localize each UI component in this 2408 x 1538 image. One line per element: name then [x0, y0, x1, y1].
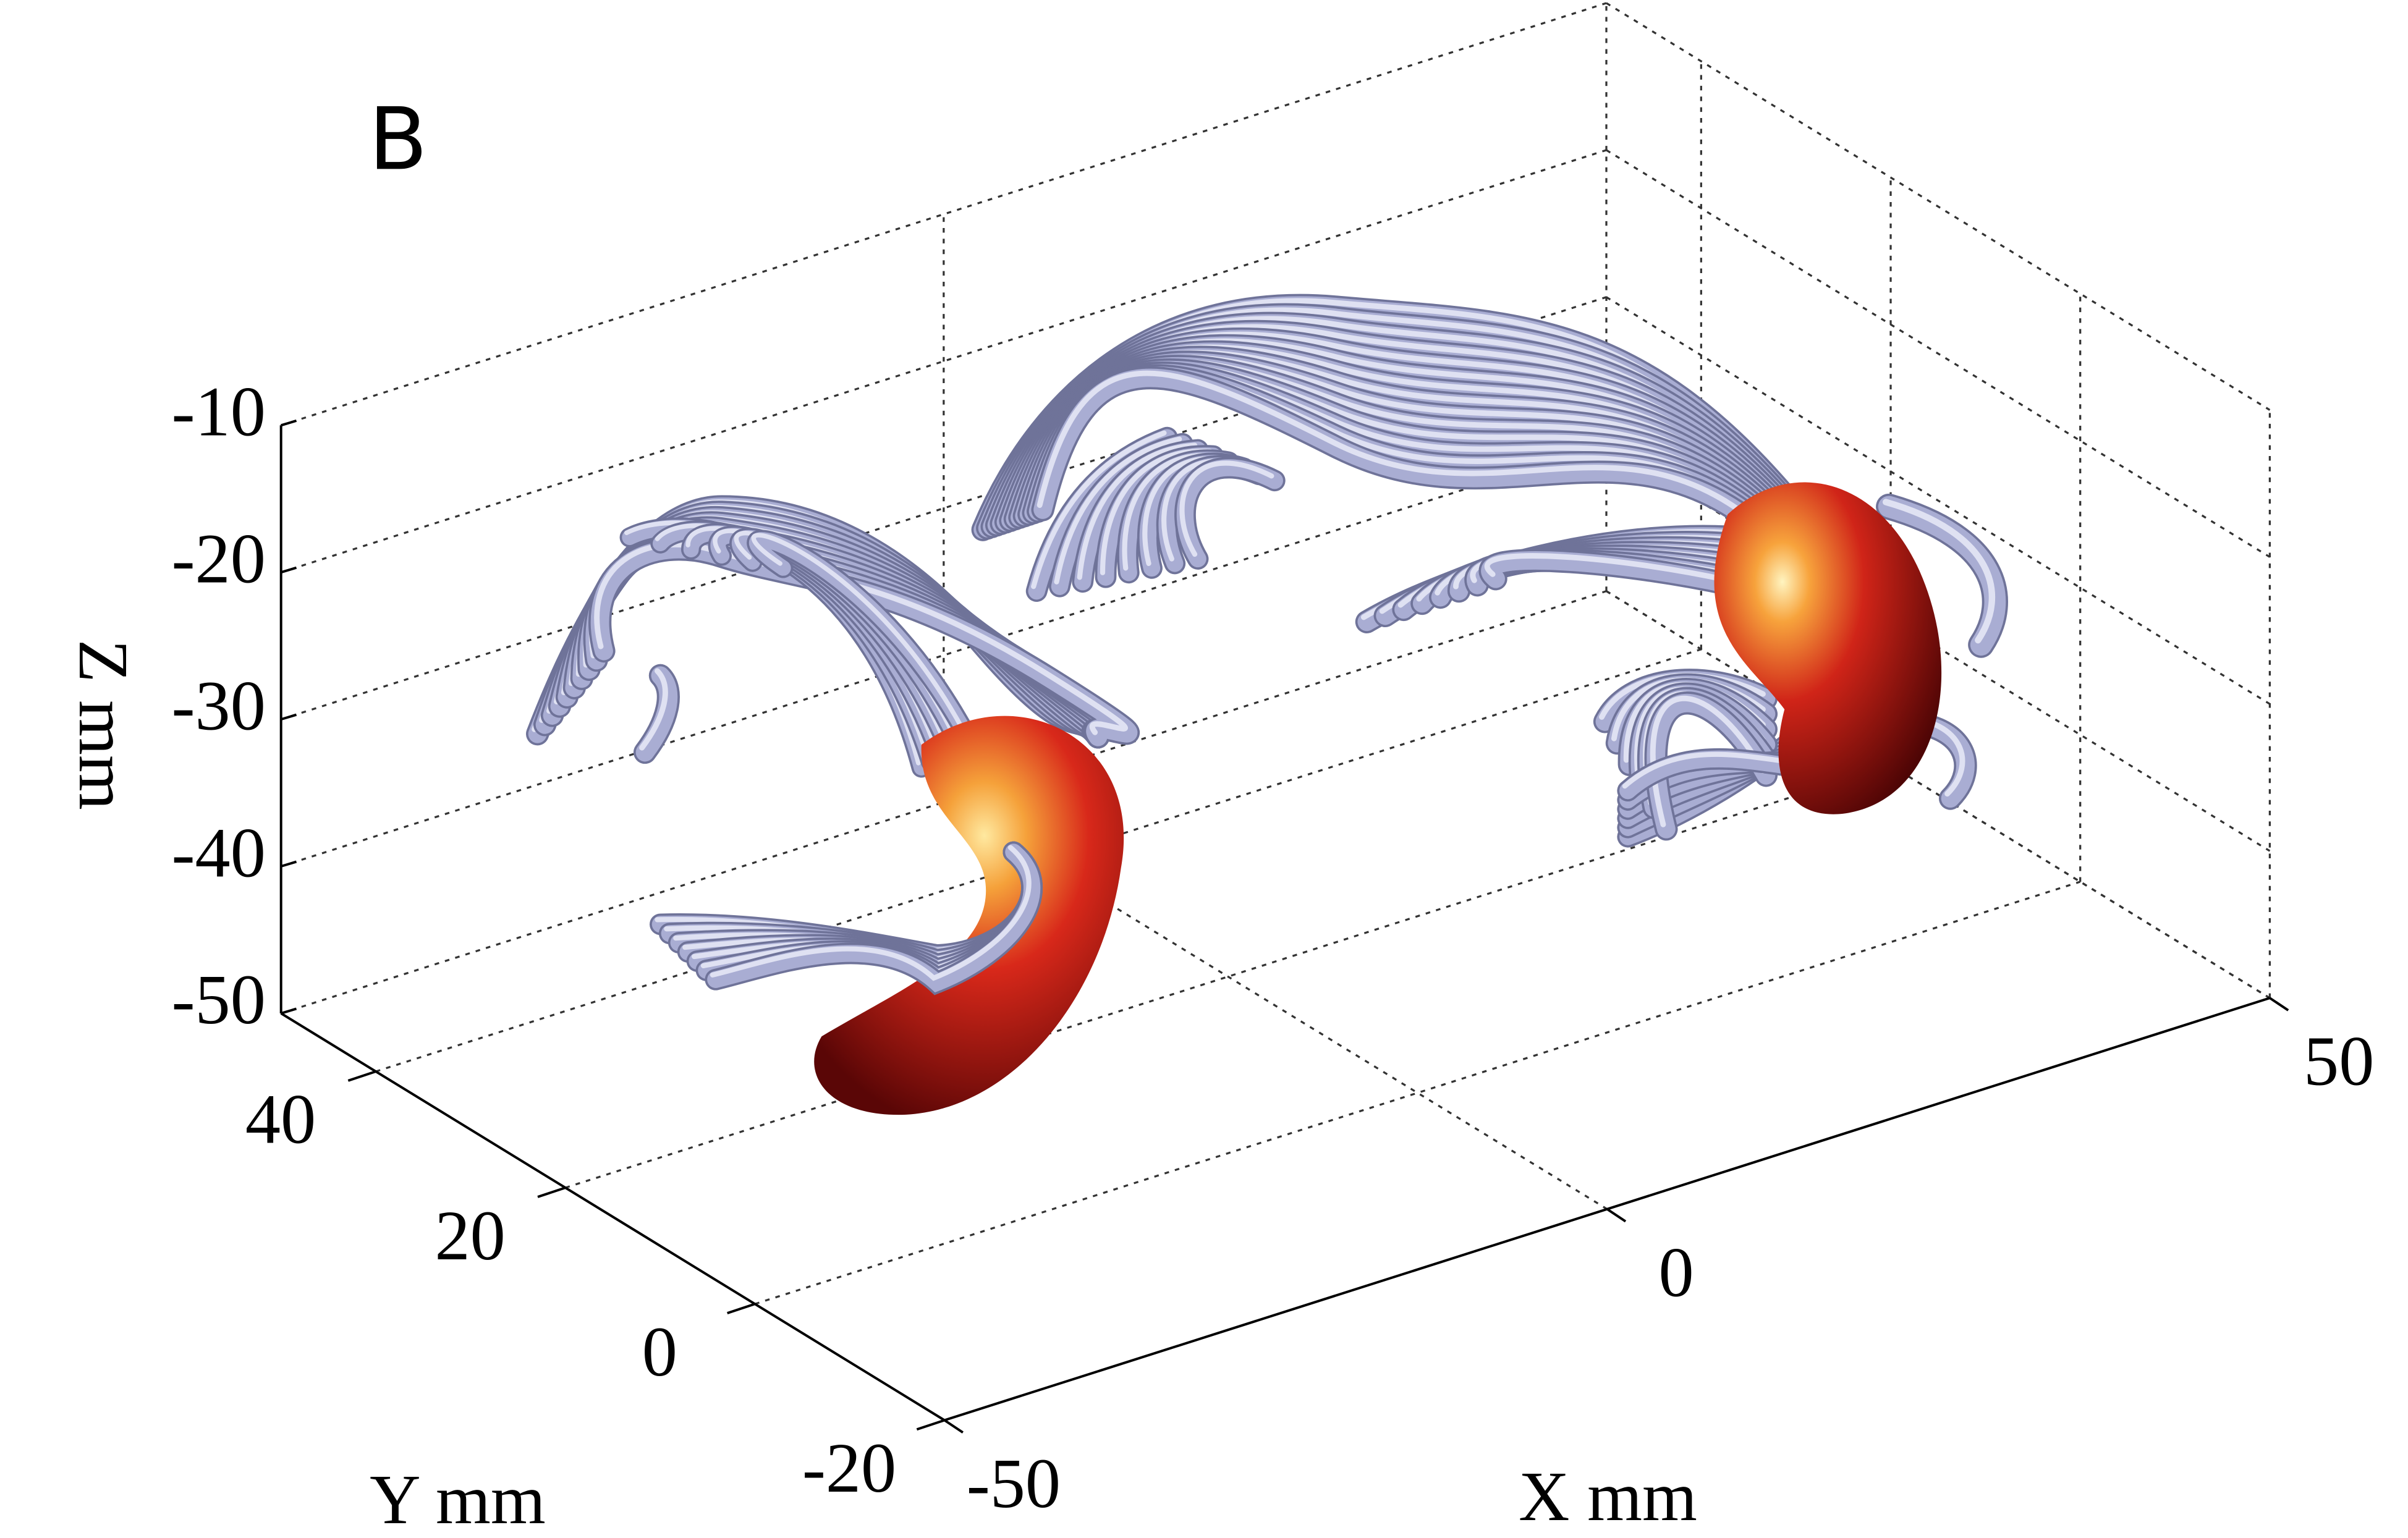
x-tick — [944, 1420, 963, 1432]
z-tick — [281, 421, 297, 425]
z-tick-label: -50 — [172, 960, 266, 1039]
z-axis-label: Z mm — [64, 640, 143, 810]
y-tick — [348, 1071, 376, 1081]
grid — [281, 3, 2270, 1420]
z-tick — [281, 715, 297, 719]
y-tick-label: 20 — [435, 1196, 506, 1275]
x-tick-label: 50 — [2304, 1022, 2374, 1101]
x-tick — [1607, 1209, 1626, 1222]
x-tick — [2270, 998, 2288, 1010]
page: -50 -40 -30 -20 -10 -20 0 20 40 -50 0 50 B Z mm Y m… — [0, 0, 2408, 1538]
axes: -50 -40 -30 -20 -10 -20 0 20 40 -50 0 50 — [172, 373, 2375, 1523]
z-tick — [281, 1008, 297, 1013]
z-tick-label: -40 — [172, 813, 266, 892]
panel-label: B — [368, 89, 427, 189]
grid-line — [1606, 3, 2270, 410]
y-tick — [917, 1420, 944, 1429]
y-tick-label: -20 — [802, 1429, 896, 1507]
z-tick-label: -30 — [172, 666, 266, 745]
tract — [1185, 468, 1274, 559]
y-axis-label: Y mm — [370, 1460, 546, 1538]
chart: -50 -40 -30 -20 -10 -20 0 20 40 -50 0 50 B Z mm Y m… — [0, 0, 2408, 1538]
y-tick — [727, 1304, 755, 1313]
x-tick-label: -50 — [967, 1444, 1061, 1523]
y-tick-label: 0 — [642, 1312, 677, 1391]
y-tick — [538, 1188, 566, 1197]
x-axis — [944, 998, 2270, 1420]
y-tick-label: 40 — [245, 1080, 316, 1159]
z-tick-label: -20 — [172, 520, 266, 598]
x-axis-label: X mm — [1519, 1457, 1697, 1536]
z-tick-label: -10 — [172, 373, 266, 451]
left-structure — [814, 716, 1124, 1115]
x-tick-label: 0 — [1658, 1233, 1694, 1311]
z-tick — [281, 568, 297, 572]
z-tick — [281, 862, 297, 866]
